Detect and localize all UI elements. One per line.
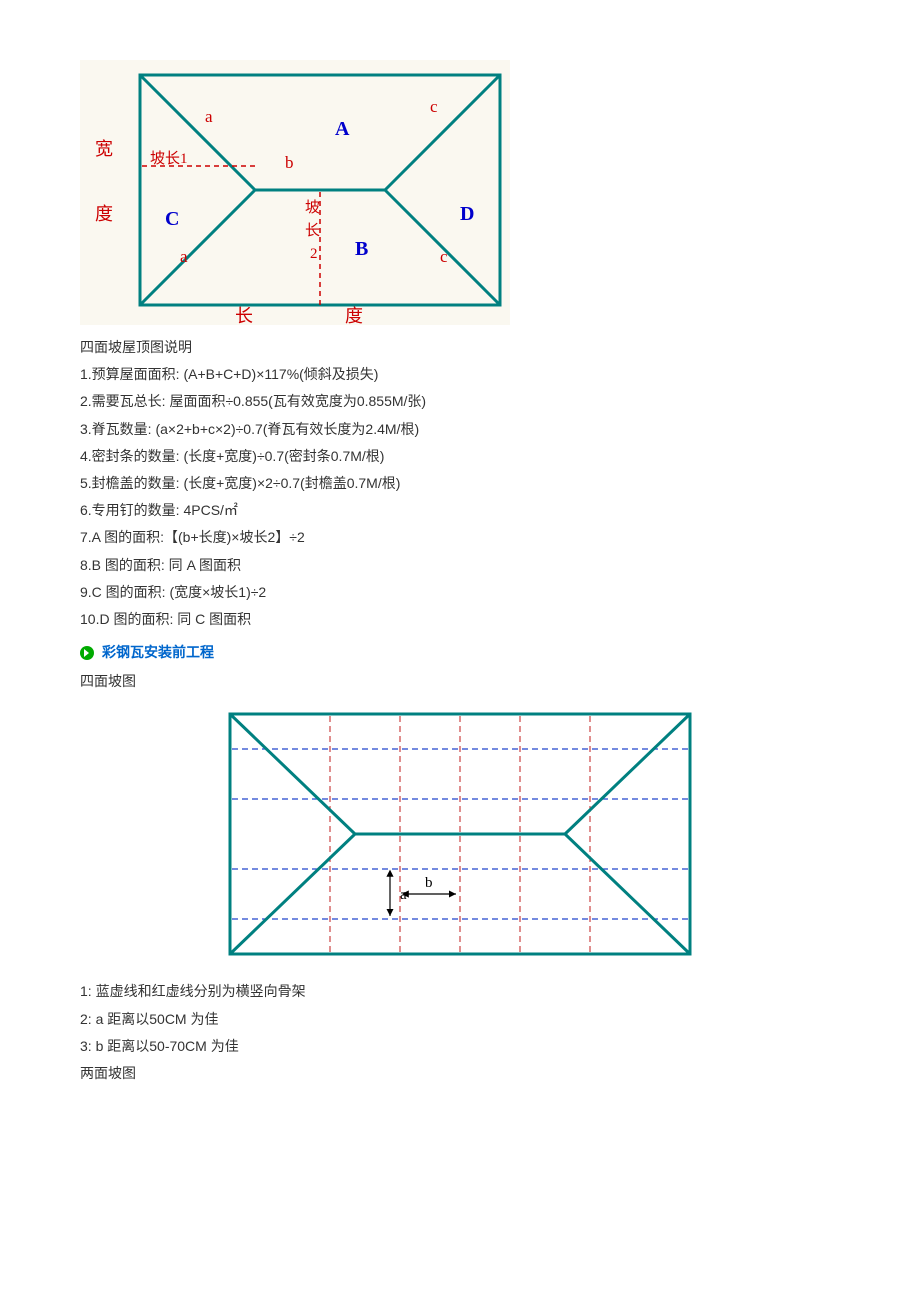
roof-diagram-2: ab [220,704,700,964]
svg-text:长: 长 [235,306,253,325]
section-header: 彩钢瓦安装前工程 [80,640,840,665]
instruction-line: 8.B 图的面积: 同 A 图面积 [80,553,840,578]
instruction-line: 5.封檐盖的数量: (长度+宽度)×2÷0.7(封檐盖0.7M/根) [80,471,840,496]
svg-text:坡: 坡 [305,199,320,216]
instruction-line: 1.预算屋面面积: (A+B+C+D)×117%(倾斜及损失) [80,362,840,387]
instruction-line: 1: 蓝虚线和红虚线分别为横竖向骨架 [80,979,840,1004]
diagram1-title: 四面坡屋顶图说明 [80,335,840,360]
svg-text:宽: 宽 [95,139,113,159]
instruction-line: 10.D 图的面积: 同 C 图面积 [80,607,840,632]
svg-text:度: 度 [345,306,363,325]
svg-text:b: b [425,875,433,891]
svg-text:2: 2 [310,246,318,262]
svg-text:长: 长 [305,222,320,239]
section-header-text: 彩钢瓦安装前工程 [102,640,214,665]
diagram1-container: 宽度长度坡长1坡长2aabccABCD [80,60,840,325]
instruction-line: 两面坡图 [80,1061,840,1086]
svg-text:a: a [205,107,213,126]
instruction-line: 3: b 距离以50-70CM 为佳 [80,1034,840,1059]
svg-text:坡长1: 坡长1 [150,150,188,167]
instruction-line: 3.脊瓦数量: (a×2+b+c×2)÷0.7(脊瓦有效长度为2.4M/根) [80,417,840,442]
svg-text:D: D [460,203,474,225]
svg-text:a: a [180,247,188,266]
instruction-line: 2: a 距离以50CM 为佳 [80,1007,840,1032]
svg-text:A: A [335,118,350,140]
instruction-line: 4.密封条的数量: (长度+宽度)÷0.7(密封条0.7M/根) [80,444,840,469]
instruction-line: 7.A 图的面积:【(b+长度)×坡长2】÷2 [80,525,840,550]
svg-text:度: 度 [95,204,113,224]
svg-text:B: B [355,238,368,260]
arrow-bullet-icon [80,646,94,660]
diagram2-container: ab [80,704,840,964]
instruction-line: 9.C 图的面积: (宽度×坡长1)÷2 [80,580,840,605]
diagram2-title: 四面坡图 [80,669,840,694]
svg-text:a: a [400,887,407,903]
svg-text:b: b [285,153,294,172]
roof-diagram-1: 宽度长度坡长1坡长2aabccABCD [80,60,510,325]
svg-text:c: c [430,97,438,116]
svg-text:c: c [440,247,448,266]
svg-text:C: C [165,208,179,230]
instruction-line: 2.需要瓦总长: 屋面面积÷0.855(瓦有效宽度为0.855M/张) [80,389,840,414]
instruction-line: 6.专用钉的数量: 4PCS/㎡ [80,498,840,523]
